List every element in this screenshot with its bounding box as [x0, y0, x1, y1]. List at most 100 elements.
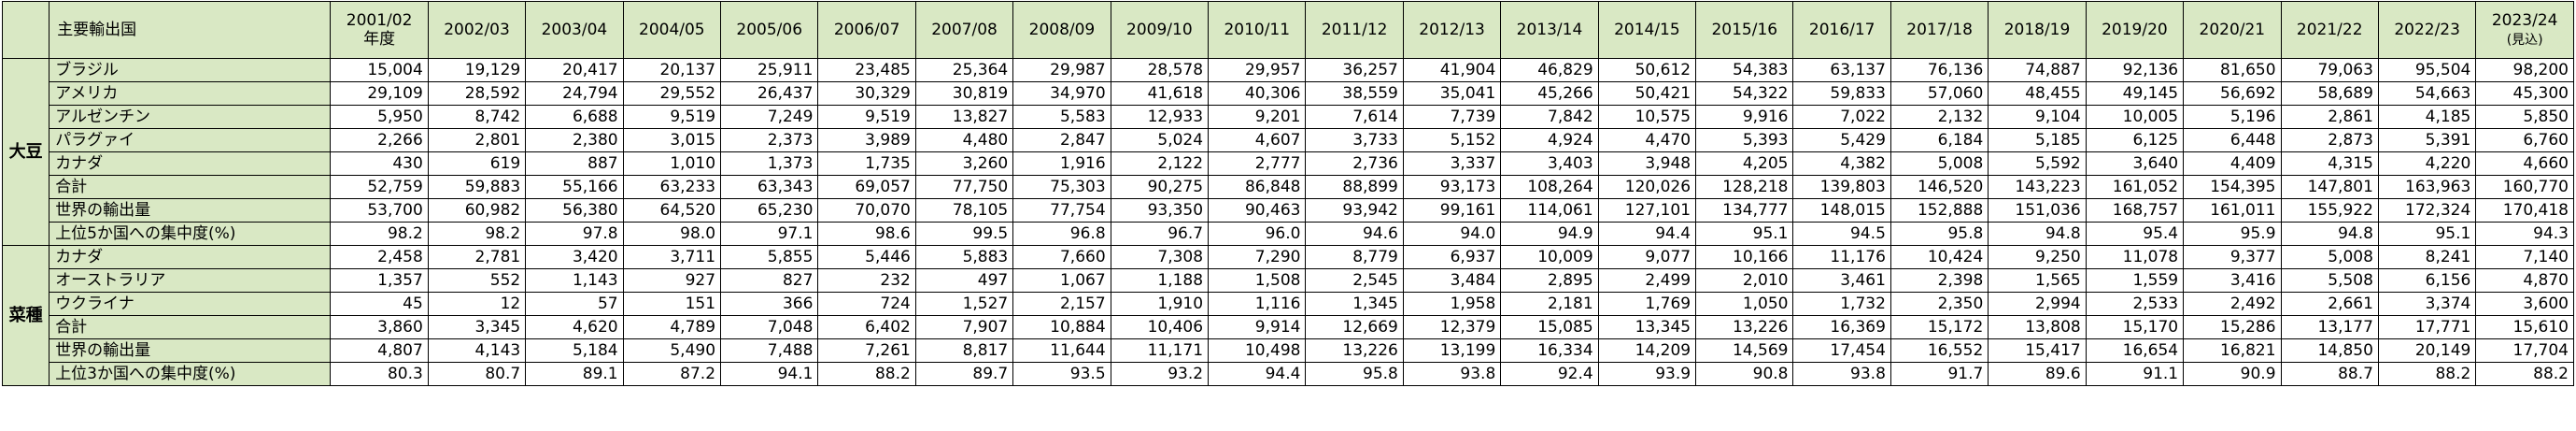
- value-cell: 93,942: [1305, 198, 1404, 223]
- value-cell: 10,884: [1012, 315, 1111, 339]
- value-cell: 3,484: [1402, 268, 1502, 293]
- value-cell: 94.8: [1988, 222, 2087, 246]
- value-cell: 4,315: [2280, 151, 2379, 176]
- value-cell: 3,403: [1500, 151, 1599, 176]
- value-cell: 1,373: [720, 151, 819, 176]
- value-cell: 12: [427, 292, 527, 316]
- row-label: 合計: [49, 315, 332, 339]
- value-cell: 3,733: [1305, 128, 1404, 152]
- value-cell: 20,149: [2377, 338, 2477, 363]
- value-cell: 11,078: [2085, 245, 2185, 269]
- row-label: 世界の輸出量: [49, 198, 332, 223]
- value-cell: 29,552: [622, 81, 722, 106]
- value-cell: 13,199: [1402, 338, 1502, 363]
- year-header: 2006/07: [817, 1, 916, 59]
- value-cell: 13,177: [2280, 315, 2379, 339]
- value-cell: 8,742: [427, 105, 527, 129]
- value-cell: 2,122: [1110, 151, 1210, 176]
- value-cell: 30,819: [914, 81, 1014, 106]
- year-header: 2016/17: [1792, 1, 1891, 59]
- value-cell: 1,116: [1208, 292, 1307, 316]
- value-cell: 2,132: [1890, 105, 1989, 129]
- value-cell: 80.7: [427, 362, 527, 386]
- year-header: 2011/12: [1305, 1, 1404, 59]
- year-label: 2018/19: [2003, 21, 2071, 39]
- value-cell: 5,850: [2475, 105, 2574, 129]
- value-cell: 1,732: [1792, 292, 1891, 316]
- value-cell: 5,429: [1792, 128, 1891, 152]
- row-label: ブラジル: [49, 58, 332, 82]
- year-header: 2018/19: [1988, 1, 2087, 59]
- year-label: 2012/13: [1419, 21, 1485, 39]
- value-cell: 20,417: [525, 58, 624, 82]
- value-cell: 78,105: [914, 198, 1014, 223]
- value-cell: 2,398: [1890, 268, 1989, 293]
- value-cell: 50,421: [1597, 81, 1697, 106]
- value-cell: 1,357: [330, 268, 429, 293]
- value-cell: 35,041: [1402, 81, 1502, 106]
- value-cell: 724: [817, 292, 916, 316]
- value-cell: 2,545: [1305, 268, 1404, 293]
- year-header: 2008/09: [1012, 1, 1111, 59]
- table-row: 合計 52,759 59,883 55,166 63,233 63,343 69,057 77…: [3, 175, 2574, 199]
- value-cell: 46,829: [1500, 58, 1599, 82]
- value-cell: 3,345: [427, 315, 527, 339]
- value-cell: 86,848: [1208, 175, 1307, 199]
- value-cell: 54,663: [2377, 81, 2477, 106]
- value-cell: 7,261: [817, 338, 916, 363]
- value-cell: 134,777: [1695, 198, 1794, 223]
- year-header: 2020/21: [2183, 1, 2282, 59]
- value-cell: 15,085: [1500, 315, 1599, 339]
- value-cell: 57,060: [1890, 81, 1989, 106]
- value-cell: 2,895: [1500, 268, 1599, 293]
- value-cell: 88.7: [2280, 362, 2379, 386]
- value-cell: 48,455: [1988, 81, 2087, 106]
- value-cell: 6,184: [1890, 128, 1989, 152]
- table-row: アルゼンチン 5,950 8,742 6,688 9,519 7,249 9,519 13,8…: [3, 105, 2574, 129]
- year-header: 2003/04: [525, 1, 624, 59]
- value-cell: 95.1: [1695, 222, 1794, 246]
- value-cell: 5,008: [1890, 151, 1989, 176]
- value-cell: 90,275: [1110, 175, 1210, 199]
- value-cell: 2,157: [1012, 292, 1111, 316]
- value-cell: 88.2: [2377, 362, 2477, 386]
- value-cell: 170,418: [2475, 198, 2574, 223]
- value-cell: 2,777: [1208, 151, 1307, 176]
- value-cell: 28,578: [1110, 58, 1210, 82]
- year-label: 2008/09: [1028, 21, 1096, 39]
- value-cell: 5,508: [2280, 268, 2379, 293]
- year-header: 2019/20: [2085, 1, 2185, 59]
- value-cell: 76,136: [1890, 58, 1989, 82]
- value-cell: 5,583: [1012, 105, 1111, 129]
- value-cell: 2,373: [720, 128, 819, 152]
- value-cell: 139,803: [1792, 175, 1891, 199]
- value-cell: 4,660: [2475, 151, 2574, 176]
- value-cell: 3,015: [622, 128, 722, 152]
- value-cell: 95.1: [2377, 222, 2477, 246]
- value-cell: 163,963: [2377, 175, 2477, 199]
- value-cell: 4,470: [1597, 128, 1697, 152]
- row-label: ウクライナ: [49, 292, 332, 316]
- year-header: 2002/03: [427, 1, 527, 59]
- value-cell: 7,290: [1208, 245, 1307, 269]
- value-cell: 154,395: [2183, 175, 2282, 199]
- value-cell: 161,052: [2085, 175, 2185, 199]
- value-cell: 1,958: [1402, 292, 1502, 316]
- value-cell: 94.4: [1597, 222, 1697, 246]
- value-cell: 45,300: [2475, 81, 2574, 106]
- value-cell: 64,520: [622, 198, 722, 223]
- row-label: 上位5か国への集中度(%): [49, 222, 332, 246]
- value-cell: 87.2: [622, 362, 722, 386]
- year-label: 2013/14: [1516, 21, 1583, 39]
- year-header: 2009/10: [1110, 1, 1210, 59]
- value-cell: 7,249: [720, 105, 819, 129]
- value-cell: 93.9: [1597, 362, 1697, 386]
- value-cell: 147,801: [2280, 175, 2379, 199]
- value-cell: 3,461: [1792, 268, 1891, 293]
- value-cell: 93.8: [1402, 362, 1502, 386]
- column-header-label: 主要輸出国: [49, 1, 332, 59]
- value-cell: 1,910: [1110, 292, 1210, 316]
- value-cell: 98.2: [427, 222, 527, 246]
- value-cell: 34,970: [1012, 81, 1111, 106]
- year-header: 2013/14: [1500, 1, 1599, 59]
